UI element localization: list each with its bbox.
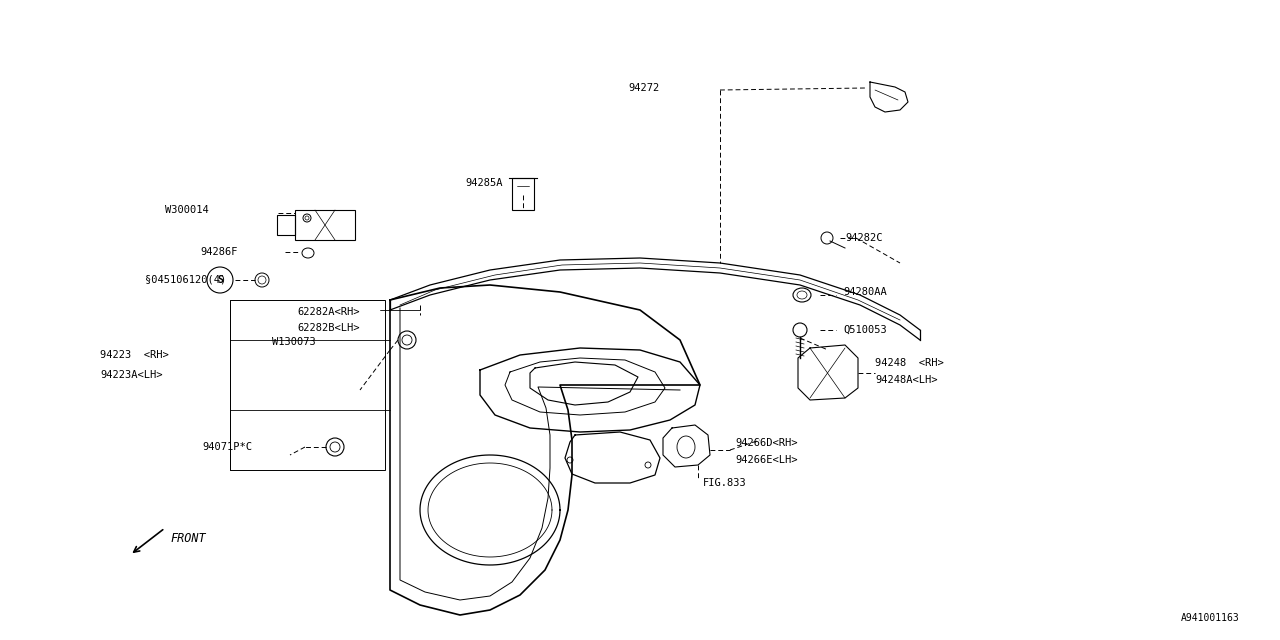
Text: 94248A<LH>: 94248A<LH> — [876, 375, 937, 385]
Text: 94272: 94272 — [628, 83, 660, 93]
Text: §045106120(4): §045106120(4) — [145, 275, 227, 285]
Text: 94248  <RH>: 94248 <RH> — [876, 358, 943, 368]
Text: 94266E<LH>: 94266E<LH> — [735, 455, 797, 465]
Text: 94071P*C: 94071P*C — [202, 442, 252, 452]
Text: Q510053: Q510053 — [844, 325, 887, 335]
Text: 62282B<LH>: 62282B<LH> — [297, 323, 360, 333]
Text: 94280AA: 94280AA — [844, 287, 887, 297]
Text: S: S — [218, 275, 223, 285]
Text: 94223A<LH>: 94223A<LH> — [100, 370, 163, 380]
Text: FIG.833: FIG.833 — [703, 478, 746, 488]
Text: W300014: W300014 — [165, 205, 209, 215]
Text: 94285A: 94285A — [465, 178, 503, 188]
Text: 94282C: 94282C — [845, 233, 882, 243]
Bar — [294, 210, 355, 240]
Text: 94223  <RH>: 94223 <RH> — [100, 350, 169, 360]
Text: FRONT: FRONT — [170, 531, 206, 545]
Text: W130073: W130073 — [273, 337, 316, 347]
Text: 62282A<RH>: 62282A<RH> — [297, 307, 360, 317]
Bar — [276, 215, 294, 235]
Text: 94286F: 94286F — [200, 247, 238, 257]
Bar — [230, 300, 385, 470]
Bar — [230, 300, 385, 330]
Text: A941001163: A941001163 — [1181, 613, 1240, 623]
Text: 94266D<RH>: 94266D<RH> — [735, 438, 797, 448]
Bar — [512, 178, 534, 210]
